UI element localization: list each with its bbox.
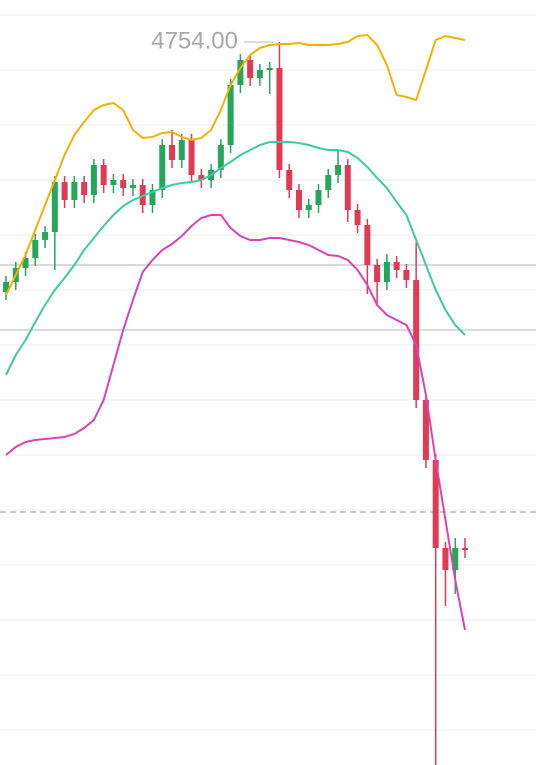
candle-body	[217, 145, 224, 170]
candle-body	[100, 165, 107, 185]
candle-body	[422, 400, 429, 460]
candle-body	[42, 232, 49, 240]
candle-body	[227, 85, 234, 145]
candle-body	[120, 180, 127, 188]
candle-body	[71, 182, 78, 200]
candle-body	[344, 165, 351, 210]
candle-body	[22, 258, 29, 268]
candle-body	[61, 182, 68, 200]
candle-body	[188, 140, 195, 175]
candle-body	[247, 60, 254, 78]
candle-body	[452, 548, 459, 570]
candle-body	[413, 280, 420, 400]
candle-body	[462, 548, 468, 550]
candle-body	[237, 60, 244, 85]
candle-body	[169, 145, 176, 160]
candle-body	[178, 140, 185, 160]
candle-body	[354, 210, 361, 225]
candle-body	[286, 170, 293, 190]
candle-body	[81, 182, 88, 195]
candle-body	[266, 68, 273, 70]
candle-body	[364, 225, 371, 265]
candle-body	[276, 68, 283, 170]
candle-body	[149, 190, 156, 205]
candle-body	[256, 70, 263, 78]
band-line	[5, 141, 466, 376]
candle-body	[442, 548, 449, 570]
candle-body	[295, 190, 302, 210]
candle-body	[51, 182, 58, 232]
candle-body	[403, 270, 410, 280]
candle-body	[325, 175, 332, 190]
candle-body	[335, 165, 342, 175]
candle-body	[315, 190, 322, 205]
max-price-label: 4754.00	[151, 27, 238, 54]
band-line	[5, 33, 466, 296]
band-line	[5, 214, 466, 631]
candle-body	[3, 282, 9, 292]
candle-body	[198, 175, 205, 180]
candle-body	[374, 265, 381, 282]
candle-body	[159, 145, 166, 190]
candle-body	[110, 180, 117, 185]
candle-body	[32, 240, 39, 258]
candle-body	[129, 185, 136, 188]
candle-body	[393, 262, 400, 270]
candle-body	[383, 262, 390, 282]
candle-body	[432, 460, 439, 548]
candle-body	[305, 205, 312, 210]
candle-body	[90, 165, 97, 195]
